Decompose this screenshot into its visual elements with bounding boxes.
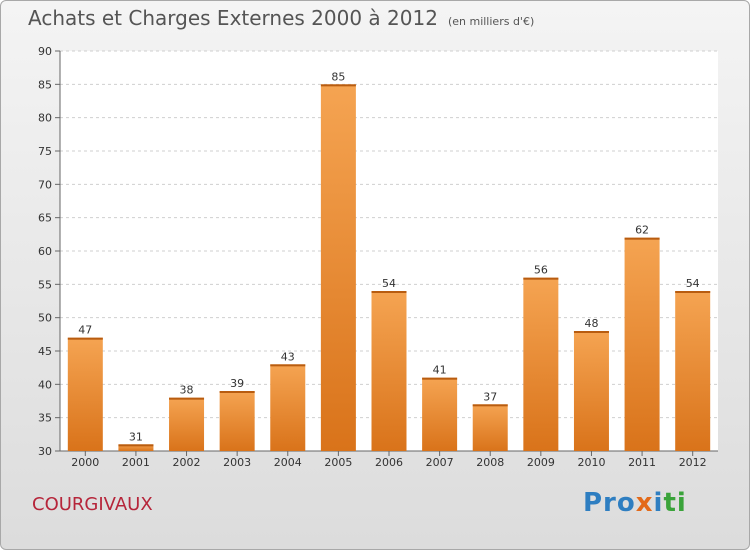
y-tick-label: 55 — [38, 278, 52, 291]
bar — [624, 237, 660, 451]
chart-title: Achats et Charges Externes 2000 à 2012 (e… — [28, 6, 534, 30]
data-label: 56 — [534, 264, 548, 277]
x-tick-label: 2011 — [628, 456, 656, 469]
x-tick-label: 2004 — [274, 456, 302, 469]
bar-top-edge — [118, 444, 154, 447]
data-label: 37 — [483, 390, 497, 403]
data-label: 43 — [281, 350, 295, 363]
logo-part-4: ti — [663, 488, 687, 518]
data-label: 39 — [230, 377, 244, 390]
bar-top-edge — [573, 331, 609, 333]
bar-top-edge — [219, 391, 255, 393]
x-tick-label: 2002 — [173, 456, 201, 469]
logo-part-1: Pro — [583, 488, 636, 518]
data-label: 47 — [78, 324, 92, 337]
data-label: 38 — [180, 384, 194, 397]
logo-part-2: x — [635, 488, 654, 518]
bar — [219, 391, 255, 451]
bar-top-edge — [675, 291, 711, 293]
data-label: 41 — [433, 364, 447, 377]
y-tick-label: 60 — [38, 245, 52, 258]
bar — [523, 277, 559, 451]
x-tick-label: 2008 — [476, 456, 504, 469]
y-tick-label: 75 — [38, 145, 52, 158]
bar — [320, 84, 356, 451]
x-tick-label: 2003 — [223, 456, 251, 469]
bar — [371, 291, 407, 451]
title-unit: (en milliers d'€) — [447, 15, 535, 28]
data-label: 31 — [129, 430, 143, 443]
y-tick-label: 45 — [38, 345, 52, 358]
bar-top-edge — [169, 397, 205, 400]
bar-top-edge — [472, 404, 508, 407]
y-tick-label: 90 — [38, 45, 52, 58]
bar — [169, 397, 205, 451]
y-tick-label: 30 — [38, 445, 52, 458]
data-label: 54 — [382, 277, 396, 290]
bar — [472, 404, 508, 451]
y-tick-label: 50 — [38, 312, 52, 325]
y-tick-label: 35 — [38, 412, 52, 425]
x-tick-label: 2012 — [679, 456, 707, 469]
bar — [270, 364, 306, 451]
x-tick-label: 2005 — [324, 456, 352, 469]
commune-name: COURGIVAUX — [32, 494, 153, 515]
bar-top-edge — [320, 84, 356, 87]
data-label: 85 — [331, 70, 345, 83]
y-tick-label: 65 — [38, 212, 52, 225]
data-label: 48 — [584, 317, 598, 330]
y-tick-label: 85 — [38, 78, 52, 91]
bar — [573, 331, 609, 451]
bar-top-edge — [523, 277, 559, 280]
x-tick-label: 2001 — [122, 456, 150, 469]
bar-top-edge — [67, 337, 103, 340]
bar-top-edge — [422, 377, 458, 380]
y-tick-label: 40 — [38, 378, 52, 391]
x-tick-label: 2009 — [527, 456, 555, 469]
y-tick-label: 70 — [38, 178, 52, 191]
data-label: 54 — [686, 277, 700, 290]
proxiti-logo: Proxiti — [583, 488, 687, 518]
bar-top-edge — [371, 291, 407, 293]
bar-top-edge — [624, 237, 660, 240]
bar-top-edge — [270, 364, 306, 367]
title-text: Achats et Charges Externes 2000 à 2012 — [28, 6, 438, 30]
x-tick-label: 2010 — [577, 456, 605, 469]
bar — [67, 337, 103, 451]
bar — [675, 291, 711, 451]
x-tick-label: 2006 — [375, 456, 403, 469]
bar — [422, 377, 458, 451]
x-tick-label: 2007 — [426, 456, 454, 469]
data-label: 62 — [635, 224, 649, 237]
y-tick-label: 80 — [38, 112, 52, 125]
logo-part-3: i — [653, 488, 664, 518]
bar — [118, 444, 154, 451]
x-tick-label: 2000 — [71, 456, 99, 469]
